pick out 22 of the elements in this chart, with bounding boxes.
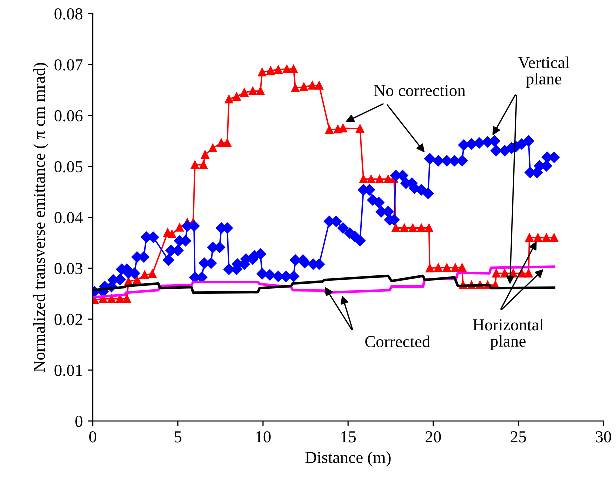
y-tick-label: 0.07 <box>54 59 83 71</box>
y-tick-label: 0.06 <box>54 110 83 122</box>
x-tick-label: 0 <box>89 431 97 443</box>
y-tick-label: 0 <box>76 416 83 428</box>
y-tick-label: 0.08 <box>54 8 83 20</box>
y-tick-label: 0.01 <box>54 365 82 376</box>
y-tick-label: 0.02 <box>54 314 82 326</box>
annotation: Corrected <box>366 336 430 348</box>
x-tick-label: 25 <box>510 431 526 443</box>
annotation: Horizontal plane <box>473 318 544 350</box>
annotation: No correction <box>374 85 466 96</box>
y-tick-label: 0.05 <box>54 161 83 173</box>
y-axis-title: Normalized transverse emittance ( π cm mrad) <box>33 63 49 372</box>
x-axis-title: Distance (m) <box>306 452 391 467</box>
annotation: Vertical plane <box>518 56 570 88</box>
x-tick-label: 30 <box>596 431 612 443</box>
x-tick-label: 20 <box>426 431 442 443</box>
y-tick-label: 0.03 <box>54 263 83 274</box>
y-tick-label: 0.04 <box>54 212 84 224</box>
x-tick-label: 10 <box>256 431 271 443</box>
x-tick-label: 15 <box>341 432 356 443</box>
x-tick-label: 5 <box>174 432 182 443</box>
